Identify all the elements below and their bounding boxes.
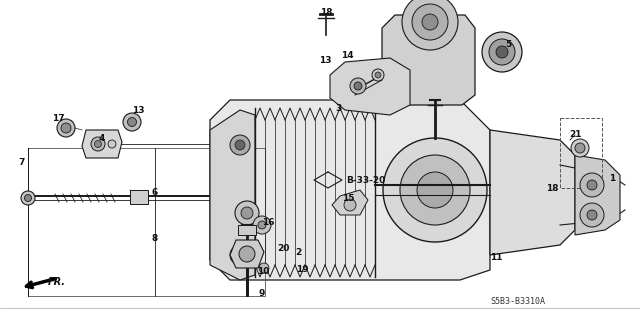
Text: 21: 21: [569, 130, 581, 139]
Circle shape: [258, 221, 266, 229]
Text: 4: 4: [99, 133, 105, 142]
Text: 5: 5: [505, 39, 511, 49]
Text: 11: 11: [490, 253, 502, 262]
Circle shape: [587, 210, 597, 220]
Circle shape: [239, 246, 255, 262]
Circle shape: [400, 155, 470, 225]
Circle shape: [235, 250, 245, 260]
Text: 8: 8: [152, 234, 158, 243]
Circle shape: [587, 180, 597, 190]
Text: 18: 18: [320, 7, 332, 17]
Circle shape: [350, 78, 366, 94]
Circle shape: [402, 0, 458, 50]
Circle shape: [259, 263, 269, 273]
Text: 1: 1: [609, 173, 615, 182]
Text: 6: 6: [152, 188, 158, 196]
Text: 15: 15: [342, 194, 355, 203]
Text: 18: 18: [546, 183, 558, 193]
Text: 16: 16: [262, 218, 275, 227]
Circle shape: [383, 138, 487, 242]
Circle shape: [496, 46, 508, 58]
Circle shape: [354, 82, 362, 90]
Circle shape: [57, 119, 75, 137]
Circle shape: [235, 201, 259, 225]
Circle shape: [253, 216, 271, 234]
Circle shape: [375, 72, 381, 78]
Circle shape: [123, 113, 141, 131]
Circle shape: [24, 195, 31, 202]
Circle shape: [108, 140, 116, 148]
Circle shape: [241, 207, 253, 219]
Polygon shape: [332, 190, 368, 215]
Circle shape: [372, 69, 384, 81]
Polygon shape: [575, 155, 620, 235]
Circle shape: [422, 14, 438, 30]
Text: 13: 13: [319, 55, 332, 65]
Circle shape: [127, 117, 136, 126]
Circle shape: [575, 143, 585, 153]
Circle shape: [571, 139, 589, 157]
Circle shape: [580, 173, 604, 197]
Circle shape: [21, 191, 35, 205]
Text: S5B3-B3310A: S5B3-B3310A: [490, 298, 545, 307]
Polygon shape: [210, 110, 255, 280]
Polygon shape: [382, 15, 475, 105]
Circle shape: [235, 140, 245, 150]
Circle shape: [230, 135, 250, 155]
Text: 7: 7: [19, 157, 25, 166]
Circle shape: [412, 4, 448, 40]
Text: 17: 17: [52, 114, 64, 123]
Circle shape: [91, 137, 105, 151]
Polygon shape: [330, 58, 410, 115]
Bar: [238, 225, 256, 235]
Bar: [130, 190, 148, 204]
Text: FR.: FR.: [48, 277, 66, 287]
Text: 10: 10: [257, 268, 269, 276]
Circle shape: [482, 32, 522, 72]
Polygon shape: [210, 100, 490, 280]
Text: 13: 13: [132, 106, 144, 115]
Polygon shape: [82, 130, 122, 158]
Polygon shape: [490, 130, 575, 255]
Text: B-33-20: B-33-20: [346, 175, 385, 185]
Circle shape: [95, 140, 102, 148]
Text: 2: 2: [295, 247, 301, 257]
Circle shape: [417, 172, 453, 208]
Text: 3: 3: [335, 103, 341, 113]
Circle shape: [489, 39, 515, 65]
Polygon shape: [230, 240, 264, 268]
Circle shape: [580, 203, 604, 227]
Circle shape: [230, 245, 250, 265]
Text: 20: 20: [277, 244, 289, 252]
Circle shape: [61, 123, 71, 133]
Bar: [560, 118, 602, 188]
Circle shape: [344, 199, 356, 211]
Text: 9: 9: [259, 290, 265, 299]
Text: 14: 14: [340, 51, 353, 60]
Text: 19: 19: [296, 266, 308, 275]
